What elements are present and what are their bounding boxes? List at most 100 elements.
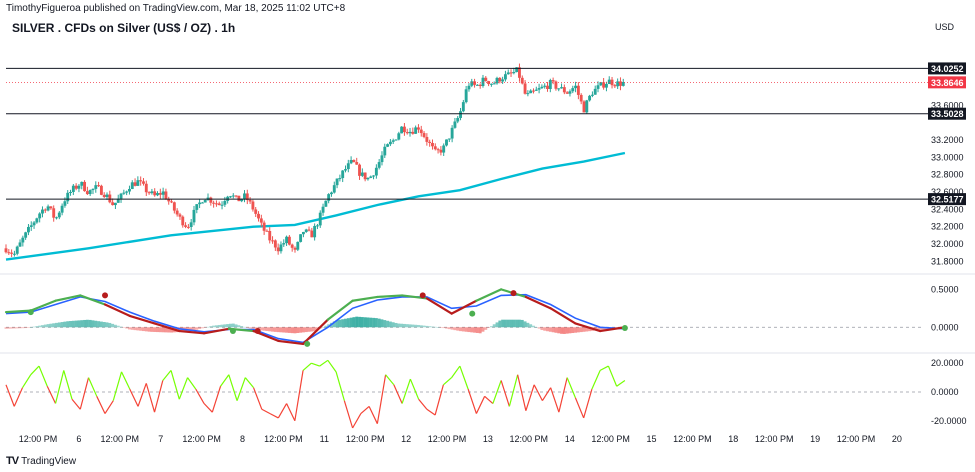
- candle-body: [130, 182, 134, 189]
- osc-histogram-bar: [198, 327, 202, 330]
- osc-histogram-bar: [394, 322, 398, 328]
- momentum-line-segment: [311, 362, 320, 367]
- candle-body: [411, 131, 415, 134]
- candle-body: [512, 71, 516, 74]
- candle-body: [534, 89, 538, 91]
- momentum-line-segment: [368, 406, 378, 424]
- osc-cross-marker: [304, 340, 311, 347]
- osc-histogram-bar: [512, 319, 516, 328]
- candle-body: [540, 86, 544, 89]
- osc-histogram-bar: [599, 327, 603, 330]
- osc-histogram-bar: [7, 327, 11, 329]
- osc-main-line-segment: [524, 295, 552, 310]
- candle-body: [287, 236, 291, 245]
- candle-body: [327, 194, 331, 201]
- osc-main-line-segment: [54, 294, 82, 302]
- osc-histogram-bar: [335, 320, 339, 328]
- candle-body: [214, 203, 218, 205]
- momentum-line-segment: [253, 387, 263, 410]
- osc-histogram-bar: [122, 327, 126, 328]
- candle-body: [616, 81, 620, 87]
- osc-histogram-bar: [111, 323, 115, 328]
- tradingview-brand[interactable]: TV TradingView: [6, 455, 76, 467]
- candle-body: [276, 247, 280, 252]
- osc-histogram-bar: [397, 323, 401, 328]
- osc-main-line-segment: [425, 297, 453, 315]
- candle-body: [46, 206, 50, 211]
- osc-histogram-bar: [276, 327, 280, 333]
- candle-body: [198, 202, 202, 205]
- osc-histogram-bar: [377, 318, 381, 328]
- oscillator-pane: [4, 288, 922, 347]
- momentum-line-segment: [269, 413, 279, 419]
- axes: 31.8000 32.0000 32.2000 32.4000 32.6000 32.80…: [19, 100, 967, 444]
- candle-body: [262, 222, 266, 231]
- osc-histogram-bar: [560, 327, 563, 334]
- osc-histogram-bar: [77, 320, 81, 328]
- candle-body: [285, 236, 289, 244]
- candle-body: [537, 88, 541, 90]
- candle-body: [405, 132, 409, 134]
- osc-histogram-bar: [360, 317, 364, 328]
- osc-histogram-bar: [83, 319, 87, 328]
- candle-body: [69, 191, 72, 193]
- osc-y-tick-label: 0.0000: [931, 322, 959, 332]
- momentum-line-segment: [500, 380, 510, 407]
- osc-histogram-bar: [97, 321, 101, 328]
- osc-histogram-bar: [49, 323, 53, 328]
- currency-label[interactable]: USD: [935, 22, 955, 32]
- momentum-line-segment: [261, 408, 271, 415]
- osc-histogram-bar: [262, 327, 266, 331]
- osc-histogram-bar: [388, 321, 392, 328]
- candle-body: [557, 88, 561, 90]
- momentum-line-segment: [137, 383, 147, 407]
- momentum-line-segment: [104, 400, 114, 414]
- osc-histogram-bar: [585, 327, 589, 332]
- candle-body: [66, 192, 70, 202]
- osc-histogram-bar: [509, 319, 513, 328]
- osc-histogram-bar: [195, 327, 199, 330]
- candle-body: [49, 206, 53, 209]
- y-tick-label: 32.0000: [931, 239, 964, 249]
- osc-histogram-bar: [237, 325, 241, 328]
- candle-body: [445, 139, 448, 146]
- x-tick-label: 15: [646, 434, 656, 444]
- candle-body: [363, 172, 367, 180]
- osc-histogram-bar: [515, 319, 519, 328]
- candle-body: [282, 243, 286, 245]
- osc-histogram-bar: [170, 327, 173, 333]
- osc-main-line-segment: [4, 309, 32, 314]
- momentum-line-segment: [178, 377, 189, 400]
- candle-body: [386, 144, 390, 147]
- candle-body: [265, 230, 269, 232]
- momentum-line-segment: [120, 371, 131, 390]
- momentum-line-segment: [418, 398, 428, 410]
- candle-body: [296, 241, 300, 250]
- osc-main-line-segment: [351, 295, 379, 302]
- osc-histogram-bar: [344, 318, 347, 328]
- osc-histogram-bar: [136, 327, 140, 331]
- candle-body: [532, 90, 535, 92]
- osc-histogram-bar: [144, 327, 148, 332]
- momentum-line-segment: [426, 408, 436, 416]
- candle-body: [108, 194, 112, 203]
- candle-body: [186, 226, 190, 228]
- momentum-line-segment: [129, 388, 139, 407]
- osc-histogram-bar: [520, 319, 524, 328]
- candle-body: [495, 77, 499, 84]
- momentum-line-segment: [170, 370, 180, 400]
- momentum-line-segment: [335, 371, 345, 401]
- candle-body: [29, 225, 33, 227]
- x-tick-label: 20: [892, 434, 902, 444]
- osc-histogram-bar: [534, 327, 538, 328]
- osc-histogram-bar: [301, 327, 305, 333]
- momentum-line-segment: [38, 365, 48, 387]
- candle-body: [582, 101, 586, 113]
- osc-histogram-bar: [88, 319, 92, 328]
- candle-body: [377, 162, 381, 168]
- osc-histogram-bar: [551, 327, 555, 333]
- candle-body: [203, 199, 207, 203]
- osc-histogram-bar: [94, 320, 98, 328]
- osc-histogram-bar: [212, 325, 216, 328]
